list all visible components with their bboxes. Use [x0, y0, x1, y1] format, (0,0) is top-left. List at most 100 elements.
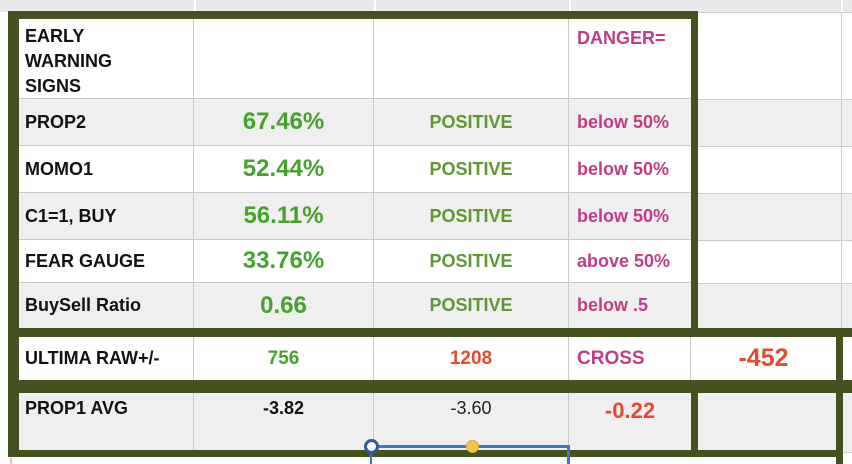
- empty-cell-row[interactable]: [698, 12, 852, 99]
- thick-border-right: [836, 393, 843, 464]
- cell-danger-threshold[interactable]: below 50%: [569, 99, 691, 145]
- cell-danger-threshold[interactable]: above 50%: [569, 240, 691, 282]
- selection-resize-handle[interactable]: [364, 439, 379, 454]
- cell-danger-header[interactable]: DANGER=: [569, 19, 691, 98]
- value-text: 0.66: [260, 291, 307, 319]
- table-row: C1=1, BUY 56.11% POSITIVE below 50%: [19, 193, 691, 240]
- net-value-text: -452: [738, 344, 789, 372]
- cell-label[interactable]: MOMO1: [19, 146, 194, 192]
- cell-label[interactable]: ULTIMA RAW+/-: [19, 337, 194, 380]
- value-text: 67.46%: [242, 108, 325, 135]
- selection-adjust-handle[interactable]: [466, 440, 479, 453]
- thick-border-bottom: [8, 450, 843, 457]
- label-text: PROP1 AVG: [25, 398, 129, 418]
- danger-header-text: DANGER=: [577, 28, 666, 48]
- cell-value[interactable]: 67.46%: [194, 99, 374, 145]
- table-row-header: EARLY WARNING SIGNS DANGER=: [19, 19, 691, 99]
- cell-status[interactable]: POSITIVE: [374, 240, 569, 282]
- value-text: 56.11%: [243, 202, 324, 229]
- column-strip: [0, 0, 852, 12]
- empty-cell-row[interactable]: [698, 99, 852, 146]
- threshold-text: below 50%: [577, 158, 670, 179]
- value-text: 52.44%: [242, 155, 325, 182]
- cell-avg-b[interactable]: -3.60: [374, 393, 569, 450]
- empty-cell[interactable]: [374, 19, 569, 98]
- gridline: [569, 0, 571, 12]
- cell-status[interactable]: POSITIVE: [374, 193, 569, 239]
- diff-value-text: -0.22: [604, 398, 656, 423]
- status-text: POSITIVE: [429, 205, 513, 226]
- status-text: POSITIVE: [429, 250, 513, 271]
- label-text: PROP2: [25, 111, 87, 132]
- cell-value[interactable]: 56.11%: [194, 193, 374, 239]
- label-text: FEAR GAUGE: [25, 250, 146, 271]
- cell-header-title[interactable]: EARLY WARNING SIGNS: [19, 19, 194, 98]
- signal-text: CROSS: [577, 347, 645, 369]
- value-text: 33.76%: [242, 247, 325, 274]
- cell-status[interactable]: POSITIVE: [374, 283, 569, 328]
- label-text: ULTIMA RAW+/-: [25, 348, 160, 368]
- status-text: POSITIVE: [429, 158, 513, 179]
- thick-border-divider: [8, 380, 852, 393]
- cell-danger-threshold[interactable]: below 50%: [569, 146, 691, 192]
- thick-border-top: [8, 11, 698, 19]
- label-text: MOMO1: [25, 158, 94, 179]
- cell-diff[interactable]: -0.22: [569, 393, 691, 450]
- gridline: [374, 0, 376, 12]
- table-row-ultima: ULTIMA RAW+/- 756 1208 CROSS -452: [19, 337, 836, 380]
- thick-border-left: [8, 11, 19, 457]
- value-text: 756: [267, 347, 300, 369]
- selection-edge-right[interactable]: [567, 445, 570, 464]
- status-text: POSITIVE: [429, 111, 513, 132]
- table-row: BuySell Ratio 0.66 POSITIVE below .5: [19, 283, 691, 328]
- empty-cell-row[interactable]: [698, 240, 852, 283]
- cell-label[interactable]: C1=1, BUY: [19, 193, 194, 239]
- thick-border-right: [691, 11, 698, 337]
- empty-cell-row[interactable]: [698, 283, 852, 328]
- gridline: [841, 12, 842, 328]
- cell-net[interactable]: -452: [691, 337, 836, 380]
- value-text: -3.82: [262, 398, 305, 418]
- header-title-text: EARLY WARNING SIGNS: [25, 26, 112, 96]
- cell-value[interactable]: 52.44%: [194, 146, 374, 192]
- cell-label[interactable]: FEAR GAUGE: [19, 240, 194, 282]
- cell-raw-plus[interactable]: 756: [194, 337, 374, 380]
- table-row: MOMO1 52.44% POSITIVE below 50%: [19, 146, 691, 193]
- cell-label[interactable]: BuySell Ratio: [19, 283, 194, 328]
- adjacent-cells-region: [698, 12, 852, 328]
- label-text: BuySell Ratio: [25, 295, 142, 315]
- selection-edge-left[interactable]: [370, 448, 372, 464]
- empty-cell-row[interactable]: [698, 193, 852, 240]
- table-row: PROP2 67.46% POSITIVE below 50%: [19, 99, 691, 146]
- thick-border-divider: [8, 328, 852, 337]
- cell-status[interactable]: POSITIVE: [374, 146, 569, 192]
- threshold-text: above 50%: [577, 250, 671, 271]
- threshold-text: below 50%: [577, 111, 670, 132]
- table-row-prop1: PROP1 AVG -3.82 -3.60 -0.22: [19, 393, 836, 450]
- cell-signal[interactable]: CROSS: [569, 337, 691, 380]
- empty-cell[interactable]: [843, 393, 852, 453]
- cell-avg-a[interactable]: -3.82: [194, 393, 374, 450]
- thick-border-right: [836, 337, 843, 380]
- cell-danger-threshold[interactable]: below 50%: [569, 193, 691, 239]
- empty-cell[interactable]: [194, 19, 374, 98]
- cell-raw-minus[interactable]: 1208: [374, 337, 569, 380]
- cell-label[interactable]: PROP2: [19, 99, 194, 145]
- value-text: -3.60: [450, 398, 492, 418]
- thick-border-divider: [691, 393, 698, 450]
- value-text: 1208: [449, 347, 493, 369]
- threshold-text: below 50%: [577, 205, 670, 226]
- status-text: POSITIVE: [429, 295, 513, 315]
- cell-label[interactable]: PROP1 AVG: [19, 393, 194, 450]
- table-row: FEAR GAUGE 33.76% POSITIVE above 50%: [19, 240, 691, 283]
- label-text: C1=1, BUY: [25, 205, 117, 226]
- gridline-accent: [10, 458, 12, 464]
- cell-status[interactable]: POSITIVE: [374, 99, 569, 145]
- cell-value[interactable]: 33.76%: [194, 240, 374, 282]
- gridline: [841, 0, 843, 12]
- empty-cell-row[interactable]: [698, 146, 852, 193]
- cell-danger-threshold[interactable]: below .5: [569, 283, 691, 328]
- empty-cell[interactable]: [691, 393, 836, 450]
- cell-value[interactable]: 0.66: [194, 283, 374, 328]
